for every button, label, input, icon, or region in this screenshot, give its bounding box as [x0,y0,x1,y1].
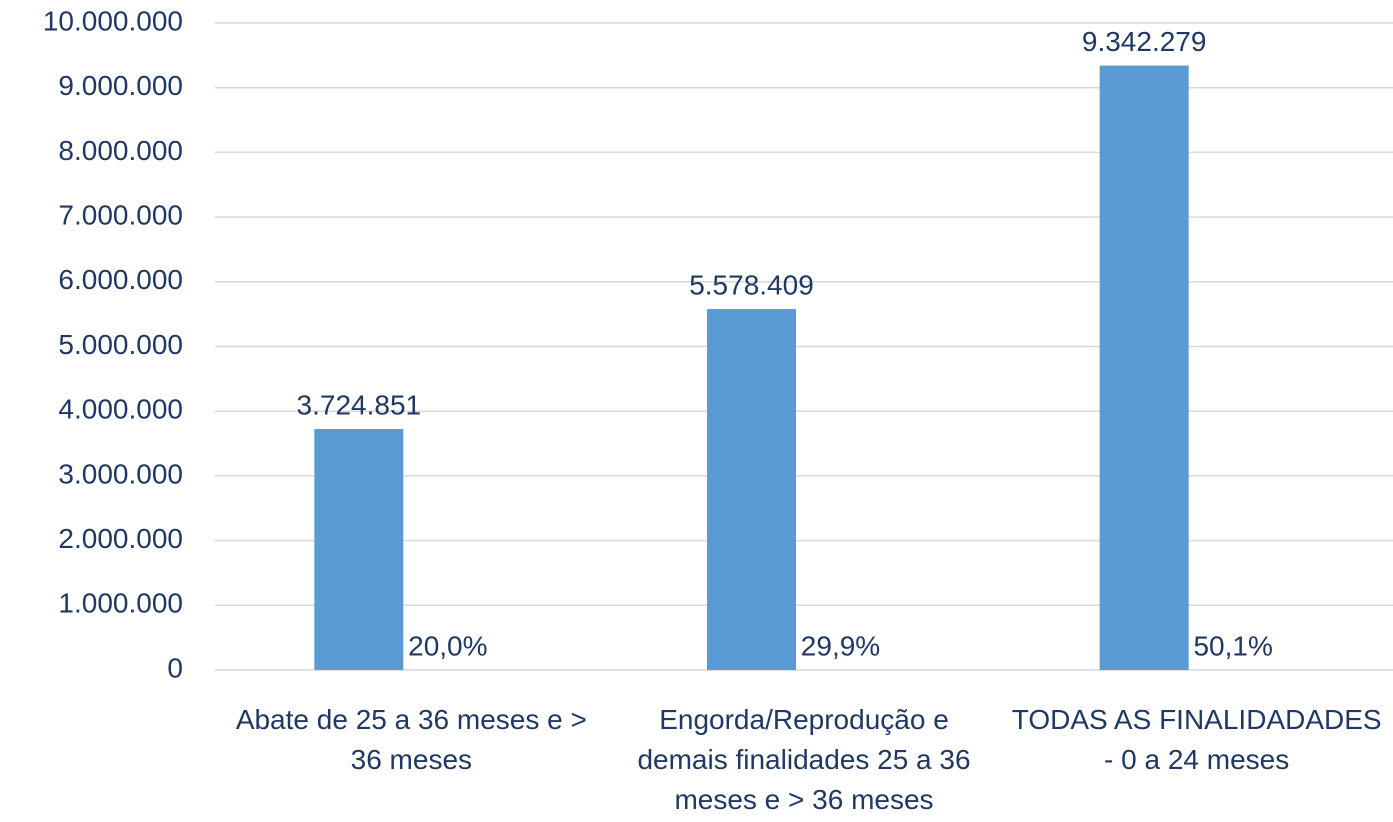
data-label: 3.724.851 [297,389,422,420]
data-label: 50,1% [1193,630,1272,661]
data-label: 5.578.409 [689,269,814,300]
y-tick-label: 1.000.000 [58,588,183,619]
bar [314,429,404,670]
data-label: 9.342.279 [1082,26,1207,57]
y-tick-label: 2.000.000 [58,523,183,554]
y-tick-label: 7.000.000 [58,199,183,230]
y-tick-label: 9.000.000 [58,70,183,101]
y-tick-label: 8.000.000 [58,135,183,166]
x-tick-label: TODAS AS FINALIDADADES - 0 a 24 meses [1011,704,1382,775]
y-tick-label: 6.000.000 [58,264,183,295]
y-tick-label: 4.000.000 [58,394,183,425]
data-label: 20,0% [408,630,487,661]
bar [707,309,796,670]
y-tick-label: 0 [167,652,183,683]
y-tick-label: 3.000.000 [58,458,183,489]
data-label: 29,9% [801,630,880,661]
x-tick-label: Engorda/Reprodução e demais finalidades … [637,704,971,815]
y-tick-label: 10.000.000 [43,5,183,36]
bar [1099,65,1189,670]
x-tick-label: Abate de 25 a 36 meses e > 36 meses [235,704,587,775]
y-tick-label: 5.000.000 [58,329,183,360]
